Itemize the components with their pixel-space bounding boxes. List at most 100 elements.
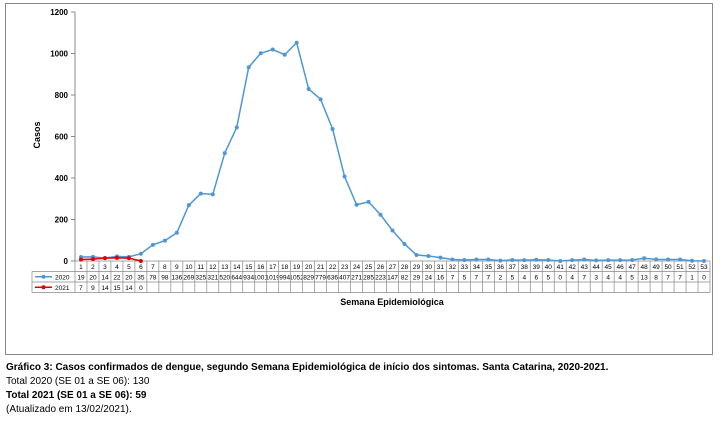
table-value: 19 — [77, 275, 85, 282]
table-value: 7 — [666, 275, 670, 282]
x-tick-label: 25 — [365, 264, 373, 271]
data-point — [318, 97, 323, 102]
data-point — [438, 255, 443, 260]
x-axis-title: Semana Epidemiológica — [340, 297, 445, 307]
caption-updated: (Atualizado em 13/02/2021). — [6, 404, 132, 415]
data-point — [390, 228, 395, 233]
x-tick-label: 42 — [569, 264, 577, 271]
caption-total-2020: Total 2020 (SE 01 a SE 06): 130 — [6, 376, 150, 387]
y-tick-label: 1000 — [50, 50, 68, 59]
table-value: 934 — [243, 275, 254, 282]
table-value: 136 — [171, 275, 182, 282]
table-value: 20 — [89, 275, 97, 282]
chart: Casos Semana Epidemiológica 020040060080… — [5, 3, 713, 355]
data-point — [198, 191, 203, 196]
data-point — [162, 238, 167, 243]
table-value: 1052 — [289, 275, 304, 282]
x-tick-label: 19 — [293, 264, 301, 271]
table-value: 223 — [375, 275, 386, 282]
x-tick-label: 32 — [449, 264, 457, 271]
x-tick-label: 10 — [185, 264, 193, 271]
table-value: 325 — [195, 275, 206, 282]
data-point — [270, 47, 275, 52]
y-tick-label: 800 — [55, 91, 69, 100]
table-value: 271 — [351, 275, 362, 282]
table-value: 147 — [387, 275, 398, 282]
series-line — [80, 41, 705, 262]
data-point — [234, 125, 239, 130]
table-value: 269 — [183, 275, 194, 282]
x-tick-label: 50 — [664, 264, 672, 271]
x-tick-label: 9 — [175, 264, 179, 271]
data-point — [174, 230, 179, 235]
data-point — [114, 255, 119, 260]
data-point — [606, 258, 611, 263]
data-point — [150, 242, 155, 247]
data-point — [510, 257, 515, 262]
table-value: 4 — [606, 275, 610, 282]
x-tick-label: 43 — [581, 264, 589, 271]
data-point — [462, 257, 467, 262]
data-point — [450, 257, 455, 262]
table-value: 15 — [113, 285, 121, 292]
data-point — [666, 257, 671, 262]
table-value: 1 — [690, 275, 694, 282]
table-value: 9 — [91, 285, 95, 292]
table-value: 13 — [640, 275, 648, 282]
data-point — [570, 258, 575, 263]
data-point — [342, 174, 347, 179]
table-value: 994 — [279, 275, 290, 282]
x-tick-label: 31 — [437, 264, 445, 271]
data-point — [222, 151, 227, 156]
legend-marker — [41, 274, 46, 279]
table-value: 636 — [327, 275, 338, 282]
data-point — [486, 257, 491, 262]
data-point — [78, 257, 83, 262]
table-value: 7 — [451, 275, 455, 282]
table-value: 4 — [570, 275, 574, 282]
table-value: 14 — [101, 285, 109, 292]
chart-border — [5, 3, 713, 355]
table-value: 5 — [463, 275, 467, 282]
x-tick-label: 39 — [533, 264, 541, 271]
table-value: 407 — [339, 275, 350, 282]
table-value: 5 — [630, 275, 634, 282]
y-tick-label: 1200 — [50, 8, 68, 17]
x-tick-label: 45 — [605, 264, 613, 271]
data-point — [522, 258, 527, 263]
table-value: 3 — [594, 275, 598, 282]
legend-label: 2021 — [55, 285, 70, 292]
data-point — [90, 257, 95, 262]
table-value: 4 — [522, 275, 526, 282]
data-point — [366, 199, 371, 204]
table-value: 5 — [546, 275, 550, 282]
table-value: 24 — [425, 275, 433, 282]
caption-total-2021: Total 2021 (SE 01 a SE 06): 59 — [6, 390, 147, 401]
table-value: 8 — [654, 275, 658, 282]
x-tick-label: 24 — [353, 264, 361, 271]
x-tick-label: 15 — [245, 264, 253, 271]
table-value: 7 — [487, 275, 491, 282]
y-tick-label: 200 — [55, 216, 69, 225]
data-point — [294, 40, 299, 45]
table-value: 35 — [137, 275, 145, 282]
x-tick-label: 17 — [269, 264, 277, 271]
x-tick-label: 8 — [163, 264, 167, 271]
x-tick-label: 40 — [545, 264, 553, 271]
x-tick-label: 47 — [629, 264, 637, 271]
x-tick-label: 48 — [640, 264, 648, 271]
x-tick-label: 21 — [317, 264, 325, 271]
table-value: 644 — [231, 275, 242, 282]
data-point — [282, 52, 287, 57]
x-tick-label: 36 — [497, 264, 505, 271]
table-value: 22 — [113, 275, 121, 282]
x-tick-label: 26 — [377, 264, 385, 271]
x-tick-label: 52 — [688, 264, 696, 271]
x-tick-label: 46 — [617, 264, 625, 271]
x-tick-label: 4 — [115, 264, 119, 271]
x-tick-label: 53 — [700, 264, 708, 271]
x-tick-label: 41 — [557, 264, 565, 271]
data-point — [618, 258, 623, 263]
data-point — [378, 212, 383, 217]
table-value: 5 — [510, 275, 514, 282]
